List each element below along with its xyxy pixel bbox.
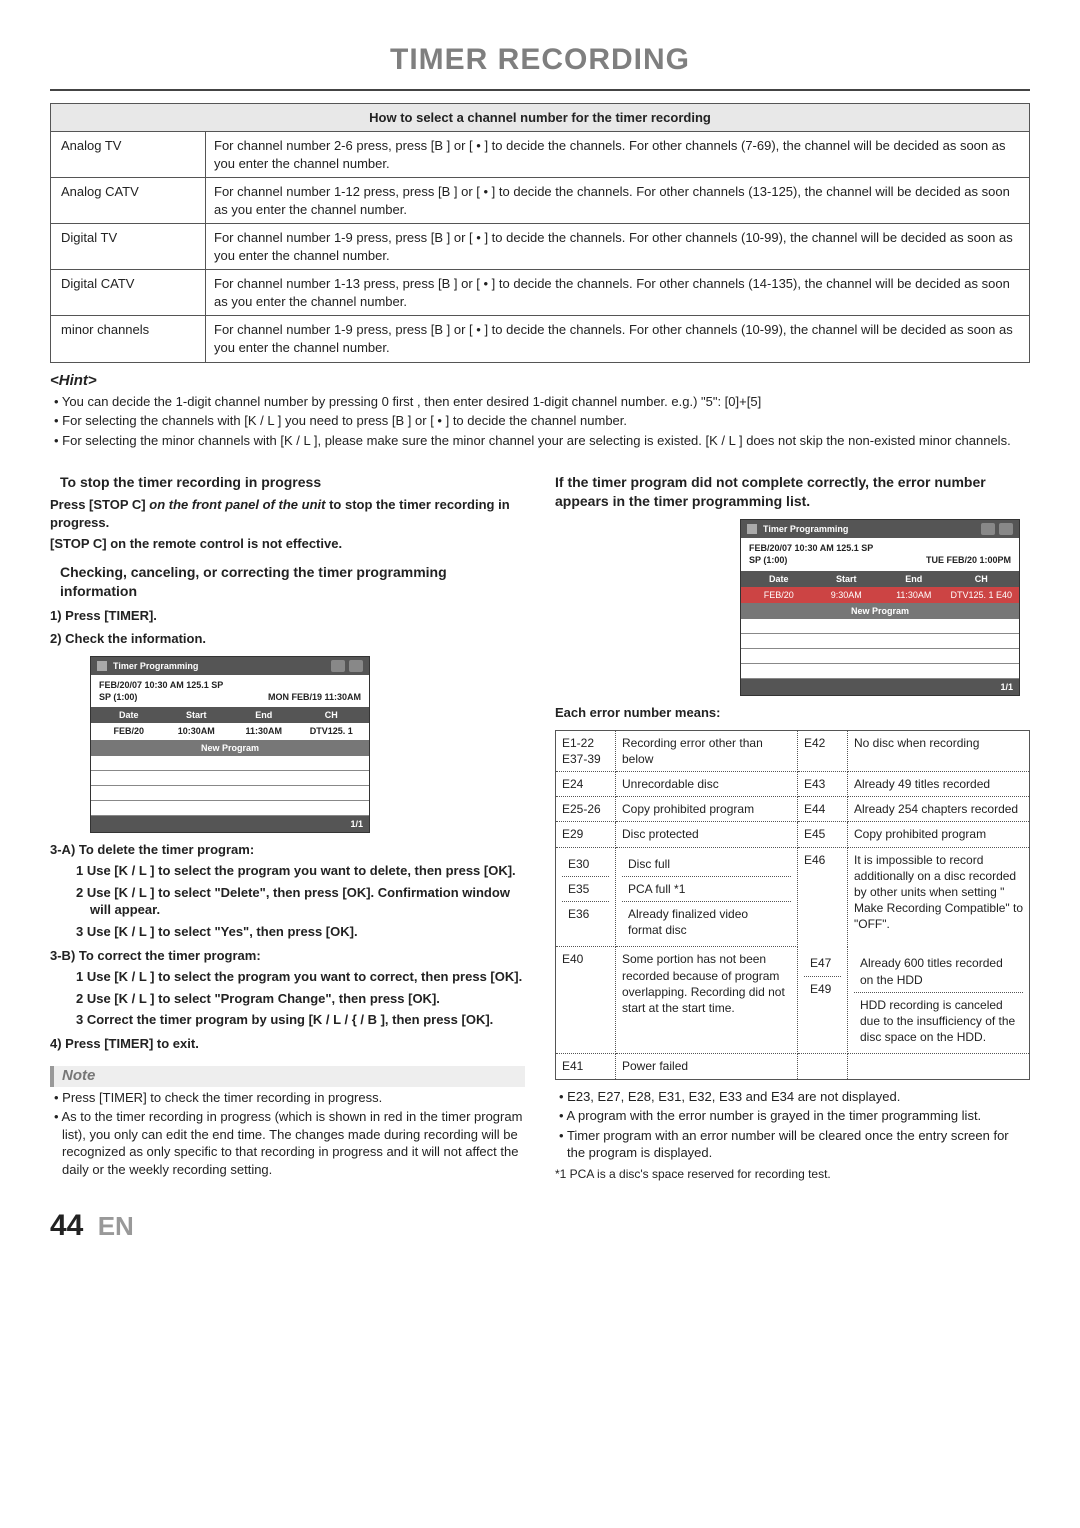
step-3a-3: 3 Use [K / L ] to select "Yes", then pre… (76, 923, 525, 941)
table-row-desc: For channel number 1-12 press, press [B … (206, 178, 1030, 224)
each-error-label: Each error number means: (555, 704, 1030, 722)
step-3b: 3-B) To correct the timer program: (50, 947, 525, 965)
check-heading: Checking, canceling, or correcting the t… (50, 563, 525, 601)
stop-heading: To stop the timer recording in progress (50, 473, 525, 492)
tail-1: • E23, E27, E28, E31, E32, E33 and E34 a… (555, 1088, 1030, 1106)
page-number: 44 (50, 1209, 83, 1242)
step-3b-1: 1 Use [K / L ] to select the program you… (76, 968, 525, 986)
step-3a: 3-A) To delete the timer program: (50, 841, 525, 859)
note-1: • Press [TIMER] to check the timer recor… (50, 1089, 525, 1107)
table-row-label: Analog CATV (51, 178, 206, 224)
step-3a-1: 1 Use [K / L ] to select the program you… (76, 862, 525, 880)
timer-programming-diagram: Timer Programming FEB/20/07 10:30 AM 125… (90, 656, 370, 833)
step-3b-2: 2 Use [K / L ] to select "Program Change… (76, 990, 525, 1008)
error-heading: If the timer program did not complete co… (555, 473, 1030, 511)
timer-programming-error-diagram: Timer Programming FEB/20/07 10:30 AM 125… (740, 519, 1020, 696)
note-2: • As to the timer recording in progress … (50, 1108, 525, 1178)
table-row-label: Digital TV (51, 224, 206, 270)
table-row-label: Analog TV (51, 132, 206, 178)
left-column: To stop the timer recording in progress … (50, 463, 525, 1182)
stop-text-2: [STOP C] on the remote control is not ef… (50, 535, 525, 553)
hint-header: <Hint> (50, 371, 1030, 391)
stop-text-1: Press [STOP C] on the front panel of the… (50, 496, 525, 531)
table-header: How to select a channel number for the t… (51, 103, 1030, 132)
table-row-desc: For channel number 2-6 press, press [B ]… (206, 132, 1030, 178)
table-row-label: minor channels (51, 316, 206, 362)
page-title: TIMER RECORDING (50, 40, 1030, 91)
step-4: 4) Press [TIMER] to exit. (50, 1035, 525, 1053)
tail-2: • A program with the error number is gra… (555, 1107, 1030, 1125)
page-lang: EN (98, 1211, 134, 1241)
tail-4: *1 PCA is a disc's space reserved for re… (555, 1166, 1030, 1182)
note-header: Note (50, 1066, 525, 1086)
table-row-label: Digital CATV (51, 270, 206, 316)
channel-select-table: How to select a channel number for the t… (50, 103, 1030, 363)
hint-line: • For selecting the minor channels with … (50, 432, 1030, 450)
table-row-desc: For channel number 1-9 press, press [B ]… (206, 224, 1030, 270)
table-row-desc: For channel number 1-13 press, press [B … (206, 270, 1030, 316)
hint-line: • You can decide the 1-digit channel num… (50, 393, 1030, 411)
step-3b-3: 3 Correct the timer program by using [K … (76, 1011, 525, 1029)
step-3a-2: 2 Use [K / L ] to select "Delete", then … (76, 884, 525, 919)
right-column: If the timer program did not complete co… (555, 463, 1030, 1182)
page-footer: 44 EN (50, 1206, 1030, 1247)
tail-3: • Timer program with an error number wil… (555, 1127, 1030, 1162)
step-1: 1) Press [TIMER]. (50, 607, 525, 625)
step-2: 2) Check the information. (50, 630, 525, 648)
table-row-desc: For channel number 1-9 press, press [B ]… (206, 316, 1030, 362)
error-code-table: E1-22 E37-39Recording error other than b… (555, 730, 1030, 1080)
hint-line: • For selecting the channels with [K / L… (50, 412, 1030, 430)
